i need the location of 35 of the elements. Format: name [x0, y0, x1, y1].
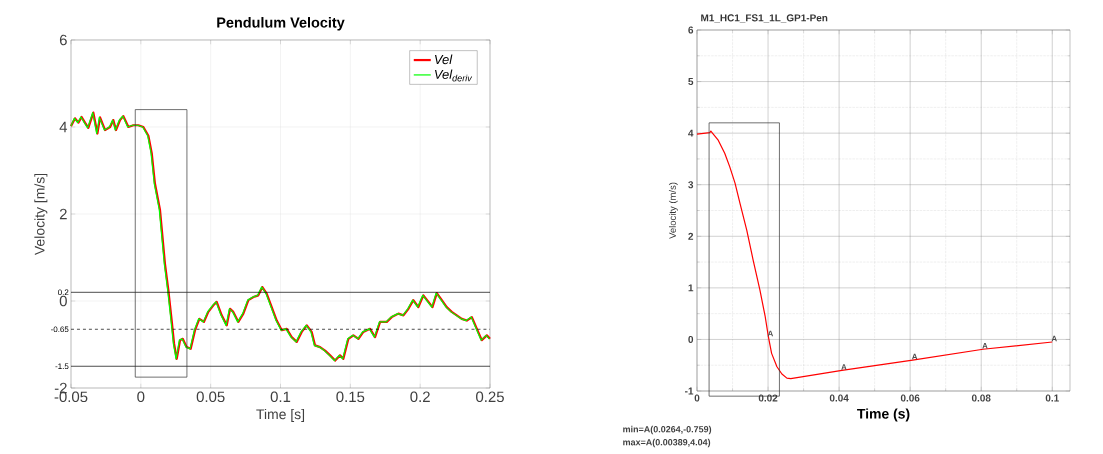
x-axis-title: Time (s)	[857, 408, 910, 422]
legend-label: Vel	[434, 54, 453, 65]
x-axis-title: Time [s]	[256, 408, 305, 422]
y-tick-label: 1	[688, 284, 694, 292]
y-tick-label: 2	[688, 232, 694, 240]
y-tick-label: 4	[59, 121, 68, 133]
y-tick-label: 6	[688, 26, 694, 34]
x-tick-label: 0.04	[829, 394, 849, 402]
x-tick-label: 0.06	[900, 394, 920, 402]
x-tick-label: 0.25	[476, 391, 504, 403]
y-axis-title: Velocity (m/s)	[668, 182, 678, 239]
x-tick-label: 0.02	[758, 394, 778, 402]
y-axis-title: Velocity [m/s]	[34, 173, 48, 256]
y-tick-label: 6	[59, 34, 67, 46]
legend-label: Vel$_{deriv}$	[434, 69, 473, 82]
x-tick-label: 0.1	[1045, 394, 1059, 402]
line-series	[696, 130, 1053, 380]
y-tick-label: 3	[688, 181, 694, 189]
x-tick-label: 0.15	[336, 391, 365, 403]
y-tick-label: 2	[59, 208, 67, 220]
x-tick-label: 0	[694, 394, 700, 402]
text: min=A(0.0264,-0.759)	[623, 425, 712, 435]
text: max=A(0.00389,4.04)	[623, 438, 711, 448]
y-tick-label: 0	[59, 295, 67, 307]
x-tick-label: 0.05	[196, 391, 225, 403]
x-tick-label: 0	[137, 391, 145, 403]
chart-title: Pendulum Velocity	[217, 17, 345, 31]
y-tick-label: 4	[688, 129, 694, 137]
chart-title: M1_HC1_FS1_1L_GP1-Pen	[701, 14, 828, 23]
y-tick-label: 0	[688, 335, 694, 343]
x-tick-label: 0.08	[971, 394, 991, 402]
x-tick-label: 0.1	[270, 391, 291, 403]
x-tick-label: 0.2	[410, 391, 430, 403]
y-tick-label: 5	[688, 78, 694, 86]
y-tick-label: -1	[685, 387, 694, 395]
